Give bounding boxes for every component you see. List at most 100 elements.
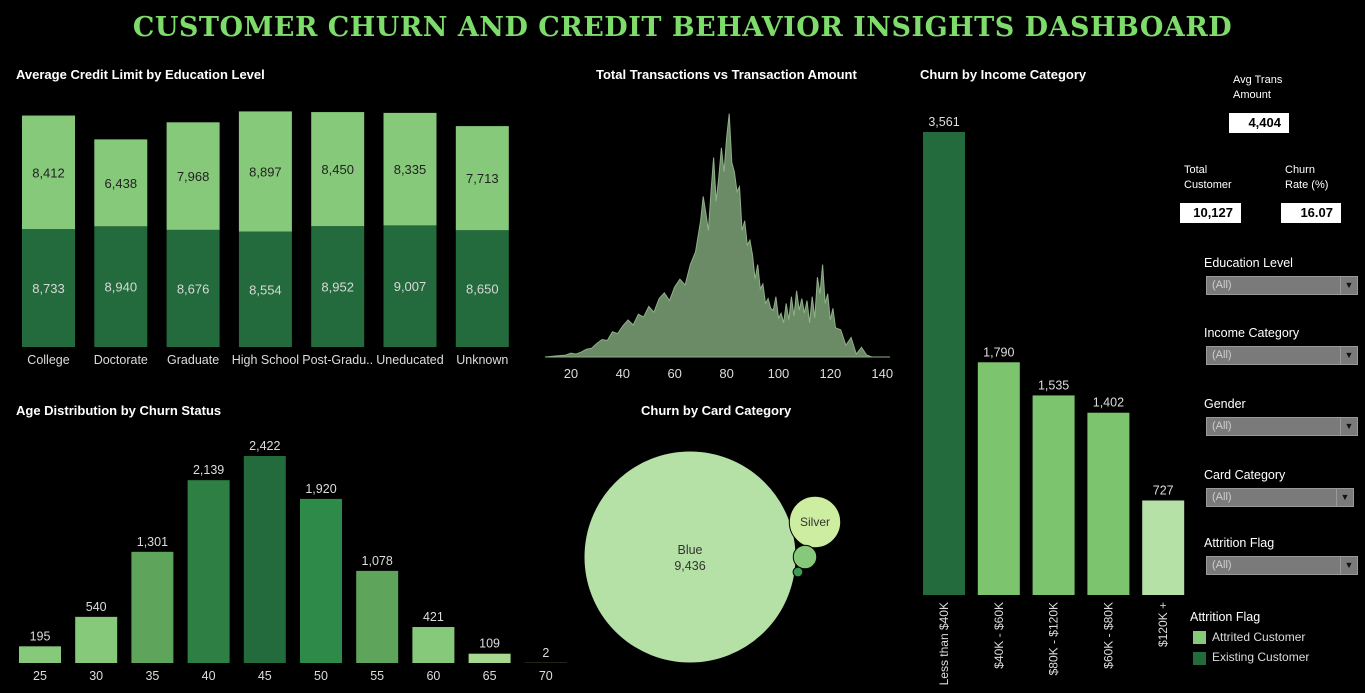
x-tick-label-3: $60K - $80K [1101,602,1115,669]
data-label-4: 727 [1153,483,1174,497]
bar-3 [187,480,230,663]
chevron-down-icon[interactable]: ▼ [1340,347,1357,364]
data-label-existing-6: 8,650 [466,282,499,297]
filter-attrition-value: (All) [1212,559,1232,571]
x-tick-label-4: $120K + [1156,602,1170,647]
bar-0 [19,646,61,663]
churn-rate-value: 16.07 [1281,203,1341,223]
income-title: Churn by Income Category [920,67,1087,82]
data-label-6: 1,078 [362,554,393,568]
bar-8 [468,653,511,663]
data-label-attrited-2: 7,968 [177,169,210,184]
x-tick-label-5: 120 [819,366,841,381]
data-label-1: 1,790 [983,345,1014,359]
area-series [544,113,883,358]
data-label-7: 421 [423,610,444,624]
bar-attrited-4 [311,112,365,227]
legend: Attrition Flag Attrited Customer Existin… [1190,610,1309,671]
chevron-down-icon[interactable]: ▼ [1340,277,1357,294]
data-label-attrited-0: 8,412 [32,165,65,180]
chevron-down-icon[interactable]: ▼ [1336,489,1353,506]
bar-attrited-5 [383,112,437,226]
filter-card-select[interactable]: (All) ▼ [1206,488,1354,507]
x-tick-label-1: 40 [616,366,630,381]
bar-5 [300,498,342,663]
bar-4 [1142,500,1185,595]
x-tick-label-9: 70 [539,669,553,683]
bar-6 [356,570,399,663]
income-chart: 3,561 Less than $40K 1,790 $40K - $60K 1,535… [923,115,1185,685]
x-tick-label-4: 45 [258,669,272,683]
filter-income-select[interactable]: (All) ▼ [1206,346,1358,365]
churn-rate-label: Churn Rate (%) [1285,164,1329,191]
x-tick-label-0: Less than $40K [937,602,951,685]
filter-education-value: (All) [1212,279,1232,291]
legend-label-attrited: Attrited Customer [1212,630,1306,644]
data-label-attrited-4: 8,450 [321,162,354,177]
x-tick-label-1: $40K - $60K [992,602,1006,669]
bar-4 [243,456,286,663]
data-label-existing-3: 8,554 [249,282,282,297]
x-tick-label-1: 30 [89,669,103,683]
total-customer-value: 10,127 [1180,203,1241,223]
data-label-9: 2 [542,646,549,660]
filter-card-label: Card Category [1204,468,1286,482]
x-tick-label-5: Uneducated [376,353,443,367]
bar-attrited-0 [22,115,75,230]
data-label-0: 195 [30,629,51,643]
x-tick-label-2: 60 [667,366,681,381]
age-title: Age Distribution by Churn Status [16,403,222,418]
data-label-existing-0: 8,733 [32,281,65,296]
bar-7 [412,627,455,663]
legend-item-attrited[interactable]: Attrited Customer [1190,630,1309,645]
filter-gender-select[interactable]: (All) ▼ [1206,417,1358,436]
filter-card-value: (All) [1212,491,1232,503]
filter-attrition-select[interactable]: (All) ▼ [1206,556,1358,575]
data-label-3: 2,139 [193,463,224,477]
legend-swatch-existing [1193,651,1206,665]
x-tick-label-0: 25 [33,669,47,683]
filter-gender-label: Gender [1204,397,1246,411]
data-label-5: 1,920 [305,482,336,496]
bar-existing-1 [94,226,148,347]
x-tick-label-7: 60 [426,669,440,683]
x-tick-label-2: Graduate [167,353,219,367]
x-tick-label-4: 100 [768,366,790,381]
card-title: Churn by Card Category [641,403,792,418]
bubble-0 [583,450,797,664]
x-tick-label-0: 20 [564,366,578,381]
bubble-2 [792,544,818,570]
data-label-1: 540 [86,600,107,614]
data-label-2: 1,535 [1038,378,1069,392]
filter-education-select[interactable]: (All) ▼ [1206,276,1358,295]
bar-existing-5 [383,225,437,347]
bubble-3 [792,566,804,578]
legend-item-existing[interactable]: Existing Customer [1190,650,1309,665]
chevron-down-icon[interactable]: ▼ [1340,418,1357,435]
x-tick-label-2: 35 [145,669,159,683]
x-tick-label-6: 55 [370,669,384,683]
legend-title: Attrition Flag [1190,610,1261,624]
x-tick-label-1: Doctorate [94,353,148,367]
x-tick-label-4: Post-Gradu.. [302,353,373,367]
chevron-down-icon[interactable]: ▼ [1340,557,1357,574]
avg-trans-value: 4,404 [1229,113,1289,133]
bar-0 [923,132,965,595]
x-tick-label-3: 40 [202,669,216,683]
avg-trans-label: Avg Trans Amount [1233,74,1283,101]
bar-2 [131,551,174,663]
bar-existing-4 [311,226,365,347]
bar-3 [1087,412,1130,595]
data-label-existing-4: 8,952 [321,280,354,295]
data-label-attrited-1: 6,438 [105,176,138,191]
x-tick-label-5: 50 [314,669,328,683]
bar-2 [1032,395,1075,595]
data-label-attrited-5: 8,335 [394,162,427,177]
data-label-existing-1: 8,940 [105,280,138,295]
card-chart: Blue 9,436 Silver [583,450,842,664]
data-label-attrited-3: 8,897 [249,164,282,179]
legend-swatch-attrited [1193,631,1206,645]
bar-1 [977,362,1020,595]
filter-income-value: (All) [1212,349,1232,361]
data-label-existing-5: 9,007 [394,279,427,294]
